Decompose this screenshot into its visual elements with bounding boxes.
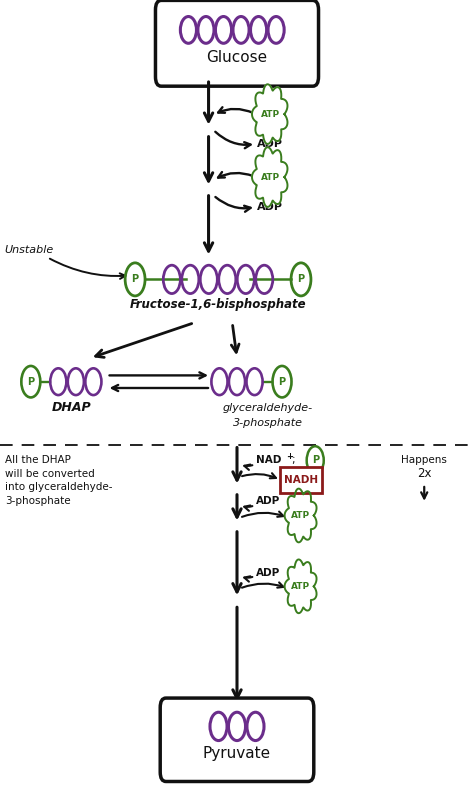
Text: ;: ; bbox=[292, 456, 295, 465]
FancyBboxPatch shape bbox=[160, 698, 314, 781]
Text: DHAP: DHAP bbox=[51, 401, 91, 414]
Text: ATP: ATP bbox=[292, 511, 310, 520]
Text: ATP: ATP bbox=[261, 172, 280, 182]
Text: Fructose-1,6-bisphosphate: Fructose-1,6-bisphosphate bbox=[130, 298, 306, 311]
Text: ATP: ATP bbox=[292, 582, 310, 591]
FancyBboxPatch shape bbox=[280, 467, 322, 493]
Text: 3-phosphate: 3-phosphate bbox=[5, 496, 70, 505]
Text: P: P bbox=[131, 275, 139, 284]
Text: Pyruvate: Pyruvate bbox=[203, 745, 271, 761]
Polygon shape bbox=[284, 560, 317, 613]
Text: 3-phosphate: 3-phosphate bbox=[233, 419, 303, 428]
Polygon shape bbox=[252, 147, 288, 207]
Text: glyceraldehyde-: glyceraldehyde- bbox=[223, 403, 313, 412]
Text: into glyceraldehyde-: into glyceraldehyde- bbox=[5, 482, 112, 492]
Text: P: P bbox=[27, 377, 35, 386]
Text: ADP: ADP bbox=[257, 202, 283, 212]
Text: Glucose: Glucose bbox=[207, 50, 267, 65]
Polygon shape bbox=[284, 489, 317, 542]
Polygon shape bbox=[252, 84, 288, 144]
Text: P: P bbox=[311, 456, 319, 465]
Text: Happens: Happens bbox=[401, 456, 447, 465]
Text: ADP: ADP bbox=[256, 568, 280, 578]
FancyBboxPatch shape bbox=[155, 0, 319, 87]
Text: NAD: NAD bbox=[256, 456, 282, 465]
Text: Unstable: Unstable bbox=[5, 246, 54, 255]
Text: will be converted: will be converted bbox=[5, 469, 94, 478]
Text: P: P bbox=[278, 377, 286, 386]
Text: P: P bbox=[297, 275, 305, 284]
Text: +: + bbox=[286, 452, 293, 461]
Text: NADH: NADH bbox=[284, 475, 318, 485]
Text: ADP: ADP bbox=[257, 139, 283, 149]
Text: 2x: 2x bbox=[417, 467, 431, 480]
Text: ATP: ATP bbox=[261, 109, 280, 119]
Text: ADP: ADP bbox=[256, 497, 280, 506]
Text: All the DHAP: All the DHAP bbox=[5, 456, 71, 465]
